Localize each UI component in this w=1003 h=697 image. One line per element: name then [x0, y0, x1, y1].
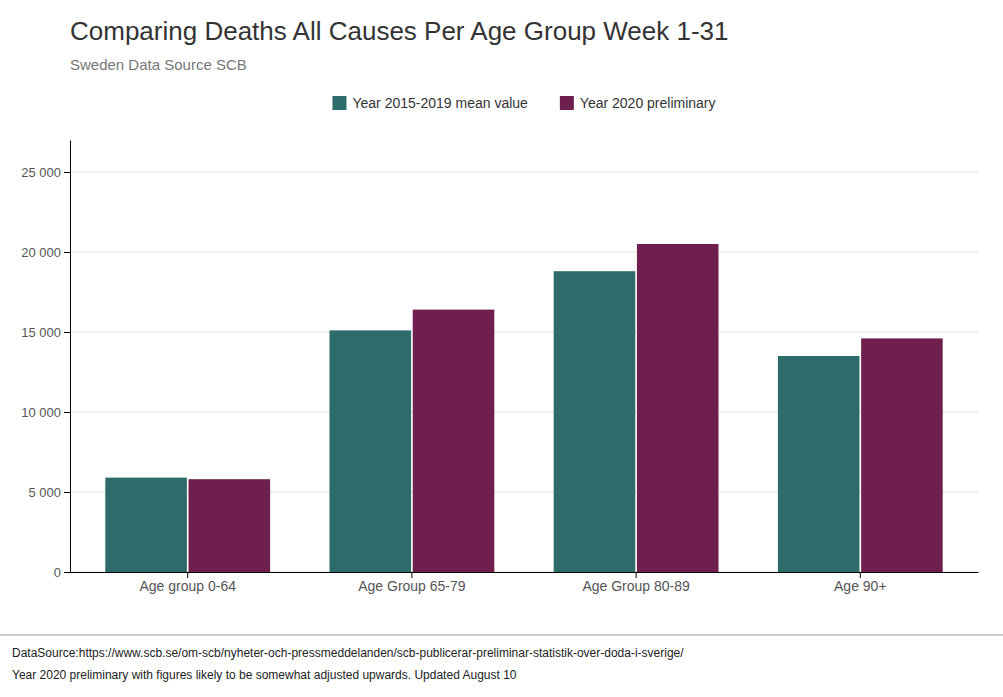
grid-line [70, 252, 978, 253]
legend-swatch [332, 96, 346, 110]
bar [778, 356, 860, 572]
y-tick-mark [64, 252, 70, 253]
x-axis: Age group 0-64 Age Group 65-79 Age Group 8… [71, 572, 979, 594]
bar [637, 244, 719, 572]
bar [329, 330, 411, 572]
legend: Year 2015-2019 mean value Year 2020 preli… [332, 95, 715, 111]
footer-note: DataSource:https://www.scb.se/om-scb/nyh… [12, 646, 684, 660]
legend-label: Year 2015-2019 mean value [352, 95, 528, 111]
y-tick: 20 000 [21, 245, 70, 260]
legend-swatch [560, 96, 574, 110]
y-tick: 15 000 [21, 325, 70, 340]
y-tick-label: 10 000 [21, 405, 61, 420]
grid-line [70, 332, 978, 333]
y-tick-label: 20 000 [21, 245, 61, 260]
legend-item: Year 2015-2019 mean value [332, 95, 528, 111]
bar [105, 478, 187, 572]
y-tick: 0 [54, 565, 70, 580]
y-tick-mark [64, 332, 70, 333]
grid-line [70, 172, 978, 173]
bar [861, 338, 943, 572]
chart: Comparing Deaths All Causes Per Age Grou… [0, 0, 1003, 697]
y-tick-label: 15 000 [21, 325, 61, 340]
x-tick: Age Group 65-79 [358, 572, 466, 594]
grid [70, 172, 978, 572]
y-tick-label: 25 000 [21, 165, 61, 180]
y-tick-label: 5 000 [28, 485, 61, 500]
bar [189, 479, 271, 572]
subtitle: Sweden Data Source SCB [70, 56, 247, 73]
footer-note: Year 2020 preliminary with figures likel… [12, 668, 517, 682]
bar [413, 310, 495, 572]
x-tick-label: Age group 0-64 [139, 578, 236, 594]
y-tick: 10 000 [21, 405, 70, 420]
legend-label: Year 2020 preliminary [580, 95, 716, 111]
bar [554, 271, 636, 572]
legend-item: Year 2020 preliminary [560, 95, 716, 111]
bars [105, 244, 942, 572]
x-tick-label: Age 90+ [834, 578, 887, 594]
title: Comparing Deaths All Causes Per Age Grou… [70, 16, 729, 46]
y-tick-mark [64, 572, 70, 573]
y-axis: 0 5 000 10 000 15 000 20 000 25 000 [21, 141, 70, 580]
y-tick: 25 000 [21, 165, 70, 180]
x-tick: Age group 0-64 [139, 572, 236, 594]
x-tick-label: Age Group 80-89 [582, 578, 690, 594]
series [189, 244, 943, 572]
x-tick: Age 90+ [834, 572, 887, 594]
series [105, 271, 859, 572]
y-tick-mark [64, 412, 70, 413]
y-axis-line [70, 141, 71, 573]
x-tick-label: Age Group 65-79 [358, 578, 466, 594]
y-tick-mark [64, 492, 70, 493]
x-axis-line [71, 572, 979, 573]
y-tick-mark [64, 172, 70, 173]
y-tick-label: 0 [54, 565, 61, 580]
x-tick: Age Group 80-89 [582, 572, 690, 594]
footer-rule [0, 635, 1003, 636]
y-tick: 5 000 [28, 485, 70, 500]
plot: 0 5 000 10 000 15 000 20 000 25 000 Age group … [21, 141, 978, 594]
